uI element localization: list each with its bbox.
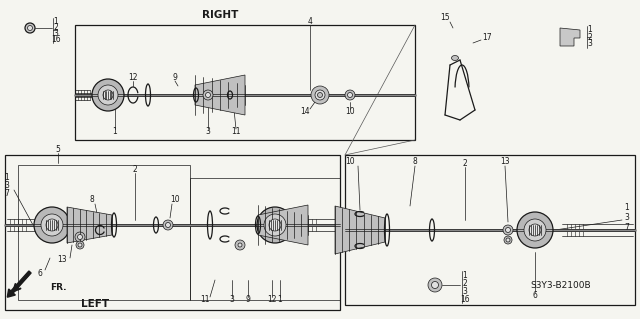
Polygon shape	[258, 205, 308, 245]
Ellipse shape	[311, 86, 329, 104]
Text: 15: 15	[440, 13, 450, 23]
Text: 3: 3	[54, 28, 58, 38]
Ellipse shape	[269, 219, 281, 231]
Ellipse shape	[238, 243, 242, 247]
Ellipse shape	[506, 227, 511, 233]
Ellipse shape	[205, 93, 211, 98]
Text: 16: 16	[460, 294, 470, 303]
Text: FR.: FR.	[50, 284, 67, 293]
Text: 7: 7	[4, 189, 10, 198]
Text: LEFT: LEFT	[81, 299, 109, 309]
Text: 2: 2	[463, 159, 467, 167]
Ellipse shape	[203, 90, 213, 100]
Ellipse shape	[75, 232, 85, 242]
Text: RIGHT: RIGHT	[202, 10, 238, 20]
Text: 1: 1	[278, 295, 282, 305]
Text: 2: 2	[54, 24, 58, 33]
Ellipse shape	[235, 240, 245, 250]
Text: 2: 2	[588, 33, 593, 41]
Ellipse shape	[25, 23, 35, 33]
Text: 6: 6	[38, 269, 42, 278]
Ellipse shape	[78, 243, 82, 247]
Text: 4: 4	[308, 18, 312, 26]
Ellipse shape	[428, 278, 442, 292]
Ellipse shape	[77, 234, 83, 240]
Ellipse shape	[257, 207, 293, 243]
Text: 1: 1	[113, 128, 117, 137]
FancyArrow shape	[7, 271, 31, 297]
Text: 10: 10	[170, 196, 180, 204]
Text: 11: 11	[231, 128, 241, 137]
Ellipse shape	[503, 225, 513, 235]
Polygon shape	[560, 28, 580, 46]
Text: 2: 2	[463, 278, 467, 287]
Polygon shape	[67, 207, 112, 243]
Text: 5: 5	[56, 145, 60, 154]
Ellipse shape	[529, 224, 541, 236]
Text: 12: 12	[128, 73, 138, 83]
Text: 8: 8	[413, 158, 417, 167]
Ellipse shape	[166, 222, 170, 227]
Ellipse shape	[524, 219, 546, 241]
Text: 17: 17	[482, 33, 492, 42]
Ellipse shape	[348, 93, 353, 98]
Text: 10: 10	[345, 108, 355, 116]
Text: 13: 13	[57, 256, 67, 264]
Polygon shape	[335, 206, 385, 254]
Ellipse shape	[504, 236, 512, 244]
Text: 9: 9	[173, 73, 177, 83]
Text: 8: 8	[90, 196, 94, 204]
Text: 7: 7	[625, 224, 629, 233]
Ellipse shape	[315, 90, 325, 100]
Text: 3: 3	[205, 128, 211, 137]
Ellipse shape	[98, 85, 118, 105]
Ellipse shape	[517, 212, 553, 248]
Ellipse shape	[92, 79, 124, 111]
Ellipse shape	[46, 219, 58, 231]
Ellipse shape	[28, 26, 33, 31]
Text: 13: 13	[500, 158, 510, 167]
Text: 1: 1	[588, 26, 593, 34]
Text: 1: 1	[463, 271, 467, 279]
Ellipse shape	[431, 281, 438, 288]
Text: 6: 6	[532, 291, 538, 300]
Polygon shape	[195, 75, 245, 115]
Text: 3: 3	[230, 295, 234, 305]
Ellipse shape	[41, 214, 63, 236]
Text: 3: 3	[588, 40, 593, 48]
Ellipse shape	[163, 220, 173, 230]
Text: 16: 16	[51, 34, 61, 43]
Text: 10: 10	[345, 158, 355, 167]
Text: 12: 12	[268, 295, 276, 305]
Text: 2: 2	[132, 166, 138, 174]
Ellipse shape	[264, 214, 286, 236]
Text: S3Y3-B2100B: S3Y3-B2100B	[530, 280, 591, 290]
Ellipse shape	[345, 90, 355, 100]
Text: 1: 1	[54, 18, 58, 26]
Text: 1: 1	[625, 204, 629, 212]
Ellipse shape	[103, 90, 113, 100]
Text: 11: 11	[200, 295, 210, 305]
Ellipse shape	[76, 241, 84, 249]
Text: 3: 3	[4, 182, 10, 190]
Text: 3: 3	[625, 213, 629, 222]
Text: 9: 9	[246, 295, 250, 305]
Text: 1: 1	[4, 174, 10, 182]
Ellipse shape	[506, 238, 510, 242]
Text: 3: 3	[463, 286, 467, 295]
Ellipse shape	[451, 56, 458, 61]
Text: 14: 14	[300, 108, 310, 116]
Ellipse shape	[34, 207, 70, 243]
Ellipse shape	[317, 93, 323, 98]
